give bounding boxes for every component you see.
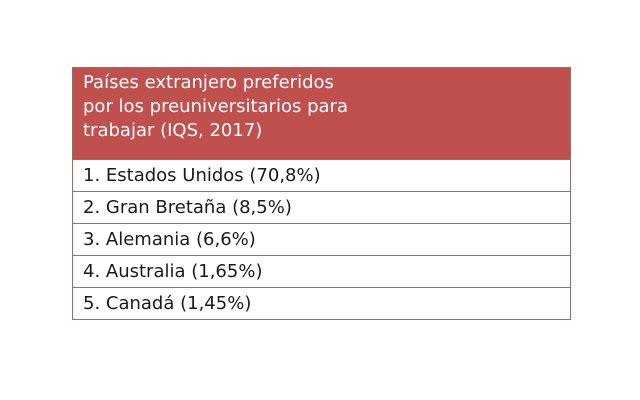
table-title-line-3: trabajar (IQS, 2017) — [83, 120, 263, 141]
table-row-4: 4. Australia (1,65%) — [73, 255, 570, 287]
table-row-2: 2. Gran Bretaña (8,5%) — [73, 191, 570, 223]
table-row-1: 1. Estados Unidos (70,8%) — [73, 159, 570, 191]
table-title-line-2: por los preuniversitarios para — [83, 96, 348, 117]
table-row-5: 5. Canadá (1,45%) — [73, 287, 570, 319]
table-row-3: 3. Alemania (6,6%) — [73, 223, 570, 255]
ranking-table: Países extranjero preferidos por los pre… — [72, 67, 571, 320]
table-header: Países extranjero preferidos por los pre… — [73, 68, 570, 159]
table-title-line-1: Países extranjero preferidos — [83, 72, 334, 93]
